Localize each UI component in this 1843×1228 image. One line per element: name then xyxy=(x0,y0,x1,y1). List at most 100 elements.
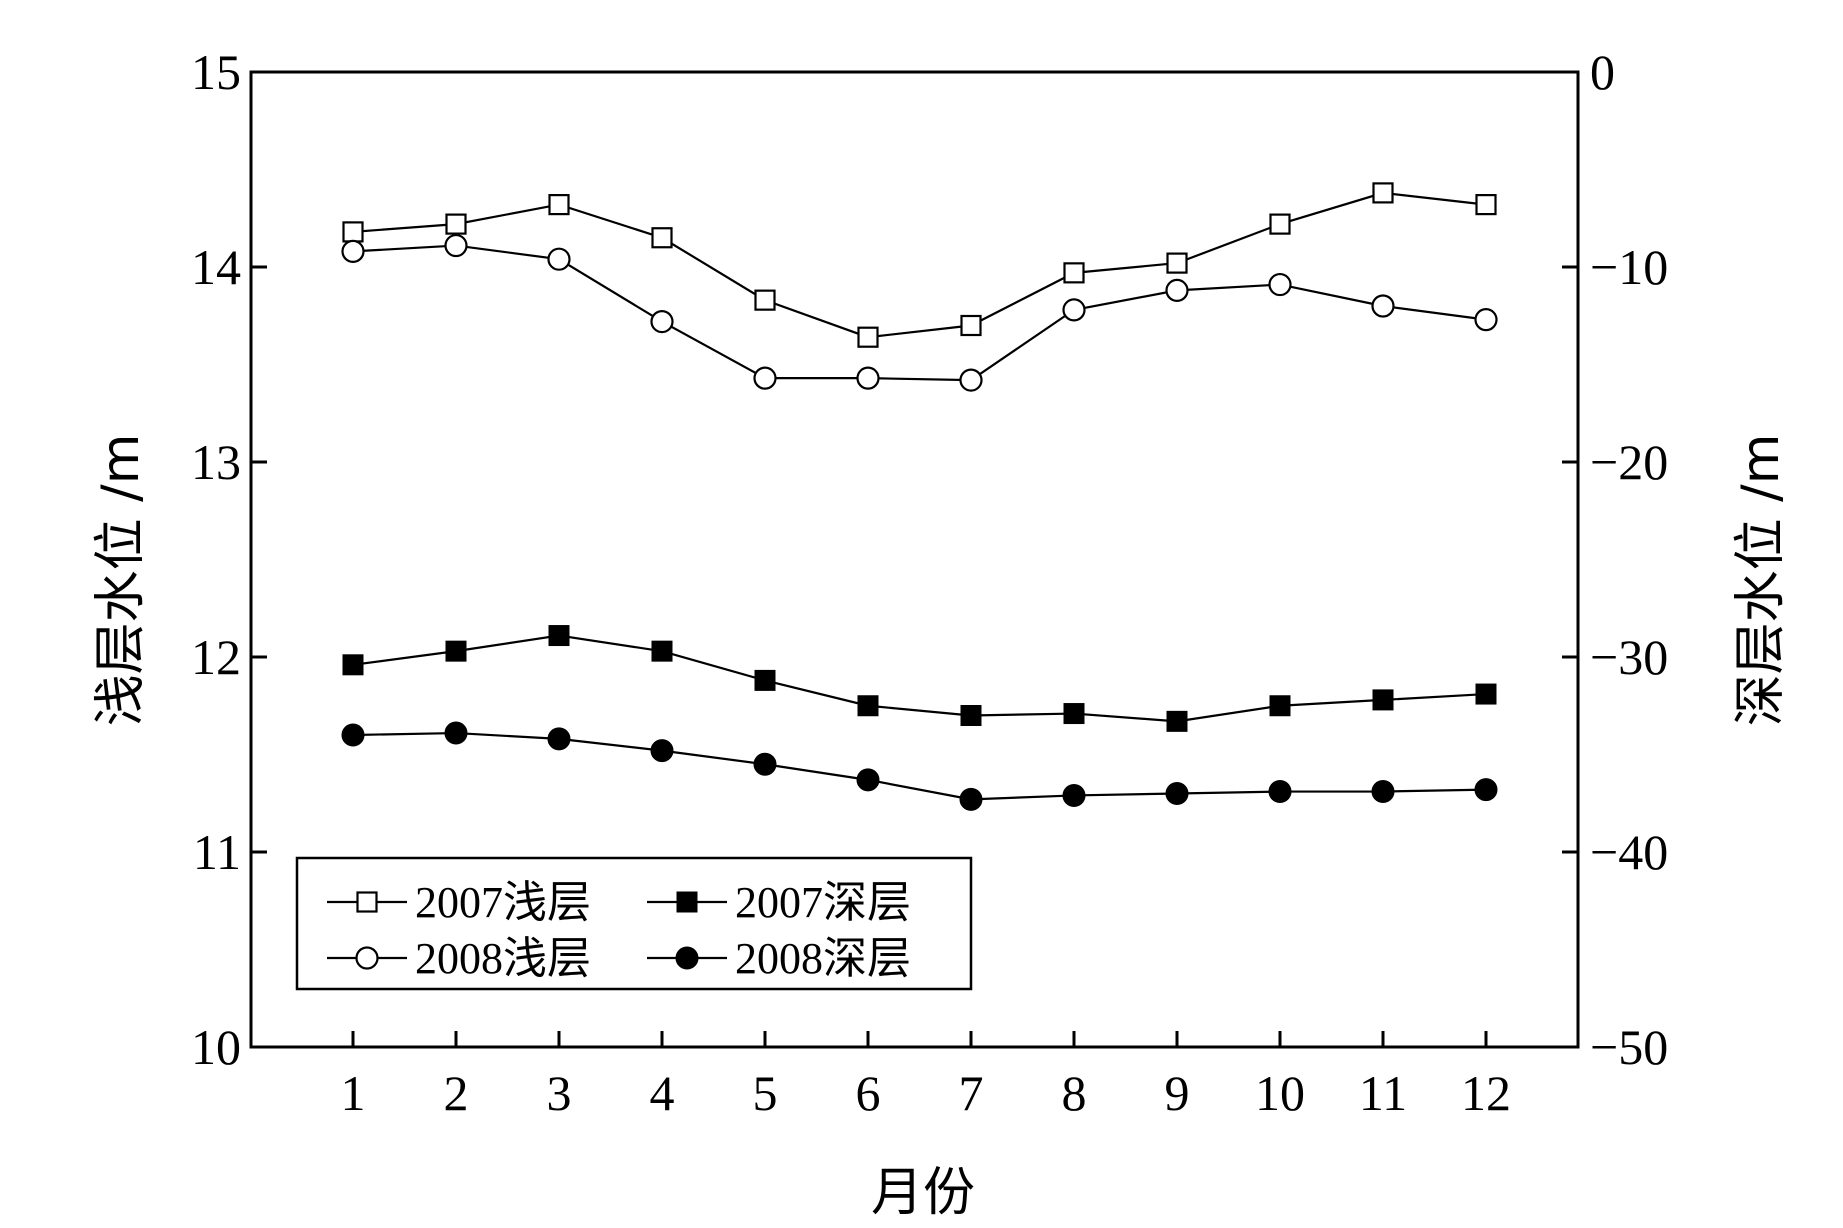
legend-label: 2008浅层 xyxy=(415,934,591,983)
data-point xyxy=(547,247,571,271)
data-point xyxy=(1063,262,1085,284)
data-point xyxy=(650,310,674,334)
data-point xyxy=(1269,695,1291,717)
data-point xyxy=(445,640,467,662)
plot-frame xyxy=(249,70,1580,1049)
data-point xyxy=(856,768,880,792)
legend-box xyxy=(295,856,973,991)
data-point xyxy=(857,695,879,717)
data-point xyxy=(1474,308,1498,332)
data-point xyxy=(1063,703,1085,725)
data-point xyxy=(1268,780,1292,804)
data-point xyxy=(444,233,468,258)
data-point xyxy=(754,289,776,311)
legend-label: 2007深层 xyxy=(735,878,911,927)
x-tick-label: 5 xyxy=(753,1065,778,1121)
data-point xyxy=(857,326,879,348)
x-tick-label: 10 xyxy=(1255,1065,1305,1121)
data-point xyxy=(1165,782,1189,805)
data-point xyxy=(1475,194,1497,216)
x-tick-label: 1 xyxy=(341,1065,366,1121)
data-point xyxy=(753,366,777,390)
x-tick-label: 4 xyxy=(650,1065,675,1121)
legend-entry: 2008深层 xyxy=(647,934,911,983)
data-point xyxy=(444,721,468,745)
x-tick-label: 6 xyxy=(856,1065,881,1121)
series-3 xyxy=(341,233,1498,392)
y-axis-left-title: 浅层水位 /m xyxy=(91,434,151,727)
legend-marker xyxy=(356,891,378,913)
y-left-tick-label: 12 xyxy=(191,629,241,685)
data-point xyxy=(1475,683,1497,705)
y-right-tick-label: −20 xyxy=(1590,434,1668,490)
data-point xyxy=(341,723,365,747)
series-line xyxy=(352,634,1487,723)
x-tick-label: 9 xyxy=(1165,1065,1190,1121)
legend-entry: 2007深层 xyxy=(647,878,911,927)
x-axis-title: 月份 xyxy=(871,1163,975,1223)
x-tick-label: 12 xyxy=(1461,1065,1511,1121)
series-1 xyxy=(342,182,1497,348)
data-point xyxy=(1474,778,1498,802)
y-left-tick-label: 13 xyxy=(191,434,241,490)
x-tick-label: 7 xyxy=(959,1065,984,1121)
data-point xyxy=(1062,783,1086,807)
data-point xyxy=(341,239,365,263)
y-left-tick-label: 14 xyxy=(191,239,241,295)
data-point xyxy=(960,314,982,337)
data-point xyxy=(960,705,982,726)
series-line xyxy=(352,731,1487,801)
y-right-tick-label: 0 xyxy=(1590,44,1615,100)
y-right-tick-label: −50 xyxy=(1590,1019,1668,1075)
data-point xyxy=(1372,689,1394,711)
legend-label: 2008深层 xyxy=(735,934,911,983)
y-left-tick-label: 10 xyxy=(191,1019,241,1075)
x-tick-label: 2 xyxy=(444,1065,469,1121)
data-point xyxy=(1269,213,1291,235)
legend-marker xyxy=(355,946,379,970)
y-left-tick-label: 15 xyxy=(191,44,241,100)
data-point xyxy=(959,787,983,811)
data-point xyxy=(959,368,983,392)
series-line xyxy=(352,244,1487,382)
series-2 xyxy=(342,625,1497,732)
data-point xyxy=(342,654,364,676)
series-line xyxy=(352,191,1487,339)
data-point xyxy=(1371,294,1395,318)
data-point xyxy=(1062,298,1086,322)
y-left-tick-label: 11 xyxy=(193,824,241,880)
data-point xyxy=(445,213,467,235)
data-point xyxy=(548,625,570,647)
data-point xyxy=(1166,252,1188,274)
y-axis-right-title: 深层水位 /m xyxy=(1731,434,1791,727)
data-point xyxy=(650,739,674,763)
data-point xyxy=(1165,278,1189,302)
series-layer xyxy=(341,182,1498,811)
y-right-tick-label: −30 xyxy=(1590,629,1668,685)
data-point xyxy=(547,727,571,751)
x-tick-label: 8 xyxy=(1062,1065,1087,1121)
data-point xyxy=(1372,182,1394,204)
x-tick-label: 3 xyxy=(547,1065,572,1121)
data-point xyxy=(342,221,364,243)
y-right-tick-label: −10 xyxy=(1590,239,1668,295)
data-point xyxy=(548,194,570,216)
data-point xyxy=(651,640,673,662)
legend-entry: 2008浅层 xyxy=(327,934,591,983)
data-point xyxy=(1166,710,1188,732)
data-point xyxy=(1268,272,1292,297)
x-tick-label: 11 xyxy=(1359,1065,1407,1121)
legend: 2007浅层 2007深层 2008浅层 2008深层 xyxy=(295,856,973,991)
y-right-tick-label: −40 xyxy=(1590,824,1668,880)
data-point xyxy=(1371,780,1395,804)
legend-label: 2007浅层 xyxy=(415,878,591,927)
data-point xyxy=(753,752,777,776)
series-4 xyxy=(341,721,1498,811)
data-point xyxy=(754,669,776,691)
legend-marker xyxy=(675,946,699,970)
legend-entry: 2007浅层 xyxy=(327,878,591,927)
data-point xyxy=(856,366,880,390)
legend-marker xyxy=(676,891,698,913)
